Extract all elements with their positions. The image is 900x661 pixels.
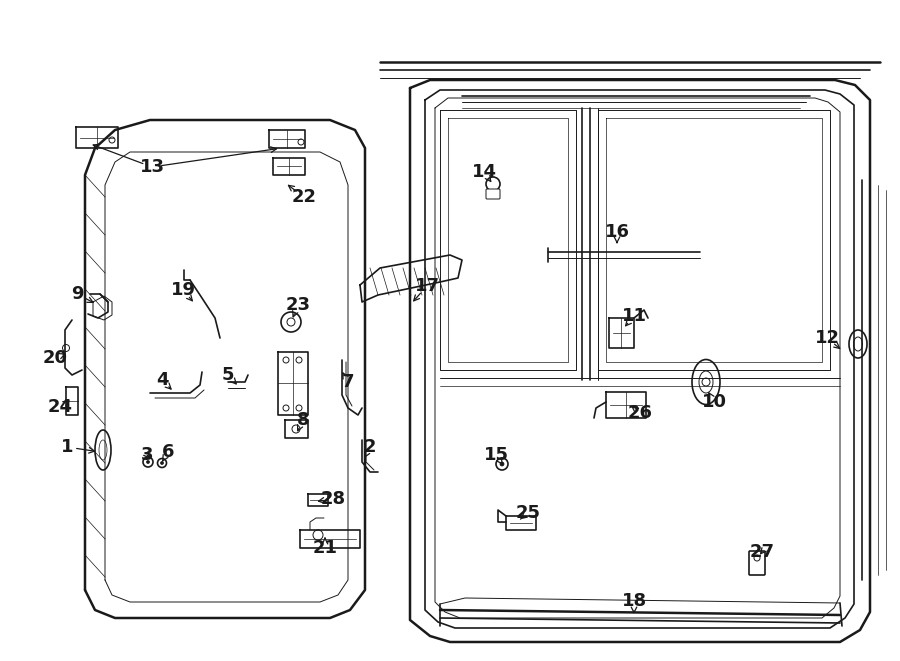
Circle shape (496, 458, 508, 470)
Ellipse shape (99, 440, 107, 460)
Circle shape (109, 137, 115, 143)
Text: 15: 15 (483, 446, 508, 464)
Text: 1: 1 (61, 438, 73, 456)
Ellipse shape (853, 337, 862, 351)
Circle shape (500, 462, 504, 466)
Text: 20: 20 (42, 349, 68, 367)
Text: 27: 27 (750, 543, 775, 561)
FancyBboxPatch shape (749, 551, 765, 575)
Circle shape (147, 461, 149, 463)
Circle shape (160, 461, 164, 465)
Text: 23: 23 (285, 296, 310, 314)
Text: 8: 8 (297, 411, 310, 429)
Circle shape (754, 555, 760, 561)
Text: 5: 5 (221, 366, 234, 384)
Text: 2: 2 (364, 438, 376, 456)
Text: 26: 26 (627, 404, 652, 422)
Text: 17: 17 (415, 277, 439, 295)
Circle shape (298, 139, 304, 145)
Circle shape (287, 318, 295, 326)
Ellipse shape (95, 430, 111, 470)
Text: 13: 13 (140, 158, 165, 176)
Circle shape (702, 378, 710, 386)
Circle shape (283, 405, 289, 411)
Text: 3: 3 (140, 446, 153, 464)
Ellipse shape (692, 360, 720, 405)
Circle shape (283, 357, 289, 363)
Circle shape (296, 357, 302, 363)
Text: 19: 19 (170, 281, 195, 299)
Circle shape (158, 459, 166, 467)
Circle shape (313, 530, 323, 540)
Text: 16: 16 (605, 223, 629, 241)
Circle shape (486, 177, 500, 191)
Text: 10: 10 (701, 393, 726, 411)
FancyBboxPatch shape (486, 189, 500, 199)
Text: 28: 28 (320, 490, 346, 508)
Text: 14: 14 (472, 163, 497, 181)
Text: 6: 6 (162, 443, 175, 461)
Text: 24: 24 (48, 398, 73, 416)
Text: 22: 22 (292, 188, 317, 206)
Circle shape (292, 425, 300, 433)
Circle shape (281, 312, 301, 332)
Text: 7: 7 (342, 373, 355, 391)
Text: 18: 18 (621, 592, 646, 610)
Circle shape (143, 457, 153, 467)
Ellipse shape (849, 330, 867, 358)
Text: 12: 12 (814, 329, 840, 347)
Circle shape (62, 344, 69, 352)
Text: 25: 25 (516, 504, 541, 522)
Circle shape (296, 405, 302, 411)
Text: 9: 9 (71, 285, 83, 303)
Text: 4: 4 (156, 371, 168, 389)
Text: 11: 11 (622, 307, 646, 325)
Text: 21: 21 (312, 539, 338, 557)
Ellipse shape (699, 371, 713, 393)
